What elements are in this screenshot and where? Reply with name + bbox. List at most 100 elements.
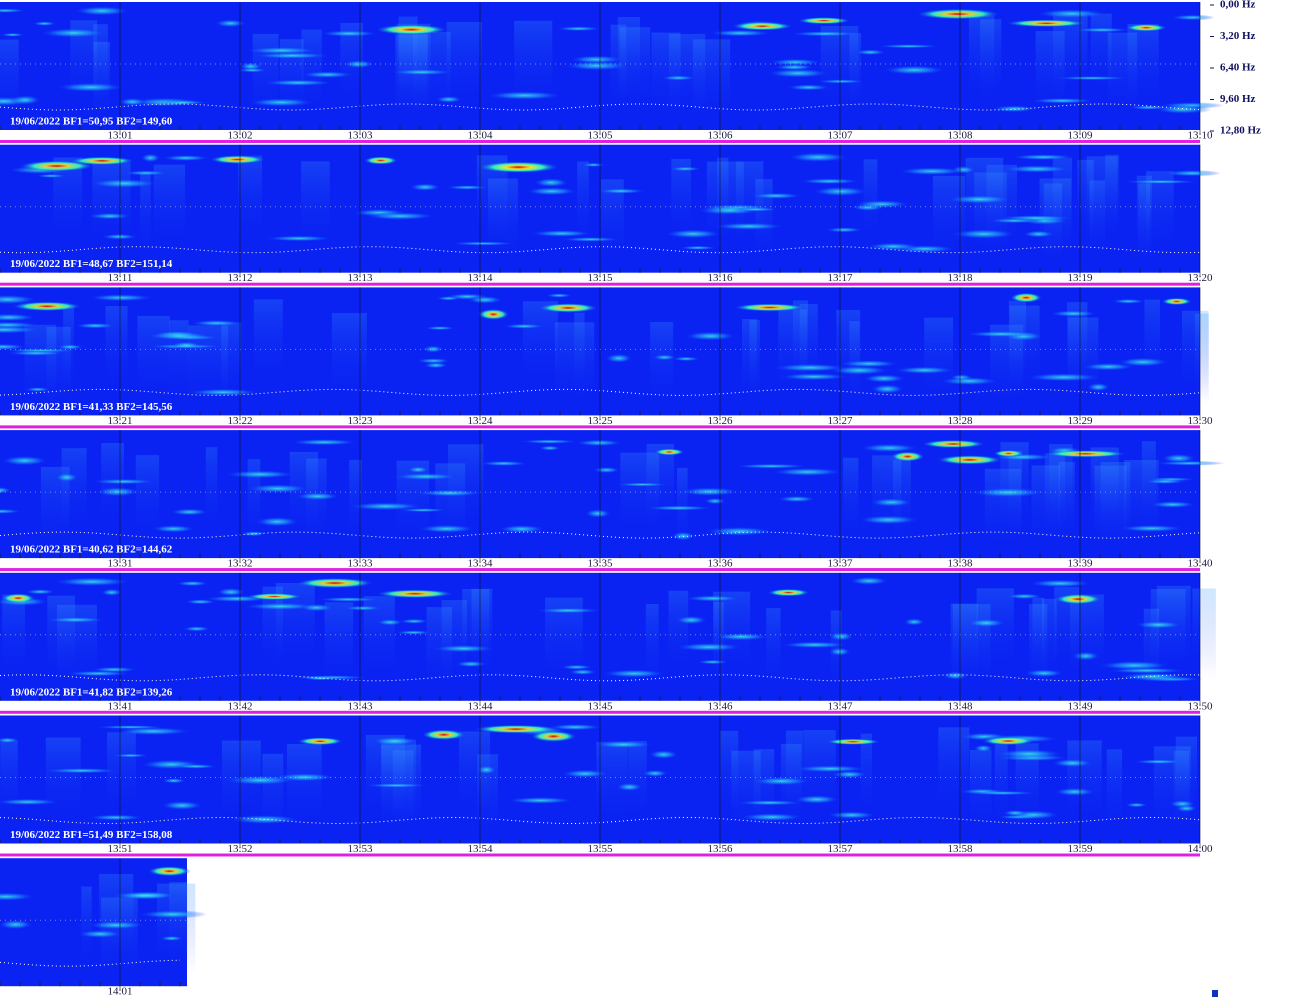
blob — [189, 319, 243, 327]
blob — [581, 162, 606, 168]
time-label: 13:44 — [467, 700, 493, 712]
blob — [969, 487, 1047, 498]
hot-blob — [731, 21, 794, 31]
blob — [170, 341, 202, 349]
blob — [870, 384, 905, 394]
streak — [1146, 171, 1174, 262]
blob — [417, 524, 476, 533]
caption: 19/06/2022 BF1=48,67 BF2=151,14 — [10, 258, 173, 270]
blob — [159, 935, 184, 942]
blob — [54, 472, 79, 483]
blob — [786, 84, 831, 91]
streak — [843, 457, 859, 548]
blob — [160, 800, 204, 811]
streak — [574, 312, 585, 403]
blob — [882, 65, 947, 75]
spectrogram-texture — [0, 6, 1225, 132]
time-label: 13:49 — [1067, 700, 1093, 712]
blob — [534, 607, 603, 614]
hot-blob — [375, 24, 448, 35]
blob — [0, 325, 43, 334]
hot-blob — [246, 593, 303, 601]
blob — [683, 595, 742, 602]
time-label: 13:04 — [467, 130, 493, 142]
blob — [1117, 672, 1189, 681]
blob — [44, 616, 107, 623]
time-label: 13:10 — [1187, 130, 1213, 142]
streak — [970, 749, 992, 840]
blob — [370, 736, 419, 746]
time-label: 13:06 — [707, 130, 733, 142]
blob — [545, 293, 573, 298]
blob — [664, 229, 722, 239]
time-label: 13:20 — [1187, 272, 1213, 284]
blob — [707, 29, 773, 37]
blob — [247, 98, 315, 107]
blob — [0, 737, 20, 744]
blob — [825, 227, 863, 233]
blob — [563, 60, 631, 71]
hot-blob — [1054, 593, 1102, 605]
marker — [1212, 990, 1218, 997]
streak — [1009, 305, 1040, 396]
blob — [1051, 758, 1094, 768]
time-label: 13:18 — [947, 272, 973, 284]
blob — [966, 790, 1039, 796]
blob — [525, 187, 578, 196]
time-label: 13:15 — [587, 272, 613, 284]
blob — [391, 473, 460, 481]
blob — [1086, 382, 1111, 392]
hot-blob — [825, 738, 882, 745]
blob — [88, 178, 160, 189]
blob — [1170, 14, 1215, 21]
blob — [996, 215, 1075, 221]
streak — [1067, 317, 1099, 408]
streak — [1106, 749, 1123, 840]
blob — [678, 245, 718, 250]
blob — [786, 152, 850, 163]
streak — [140, 173, 151, 264]
streak — [61, 448, 87, 539]
blob — [547, 723, 604, 731]
streak — [253, 299, 283, 390]
blob — [1053, 76, 1131, 81]
streak — [1067, 740, 1102, 831]
blob — [942, 671, 969, 680]
blob — [826, 811, 877, 819]
streak — [968, 15, 995, 106]
hot-blob — [537, 303, 599, 313]
blob — [1005, 593, 1044, 600]
blob — [394, 630, 433, 635]
frequency-label: 6,40 Hz — [1220, 62, 1256, 74]
separator — [0, 710, 1200, 714]
hot-blob — [1043, 450, 1128, 458]
blob — [652, 354, 677, 361]
blob — [828, 631, 854, 641]
blob — [1002, 809, 1028, 816]
time-label: 13:50 — [1187, 700, 1213, 712]
blob — [1116, 357, 1170, 367]
streak — [731, 750, 761, 841]
blob — [186, 388, 260, 396]
blob — [56, 344, 84, 350]
blob — [319, 30, 379, 37]
blob — [423, 362, 449, 369]
blob — [538, 445, 562, 451]
streak — [938, 727, 970, 818]
time-label: 13:24 — [467, 415, 493, 427]
blob — [674, 642, 743, 652]
blob — [118, 97, 147, 106]
blob — [32, 21, 57, 26]
time-label: 13:34 — [467, 558, 493, 570]
hot-blob — [936, 455, 1003, 465]
blob — [435, 95, 463, 103]
blob — [574, 439, 623, 447]
blob — [857, 515, 920, 525]
streak — [601, 179, 624, 270]
blob — [778, 373, 850, 381]
blob — [827, 647, 852, 657]
blob — [144, 332, 213, 340]
blob — [0, 8, 28, 13]
time-label: 13:03 — [347, 130, 373, 142]
blob — [660, 75, 697, 81]
